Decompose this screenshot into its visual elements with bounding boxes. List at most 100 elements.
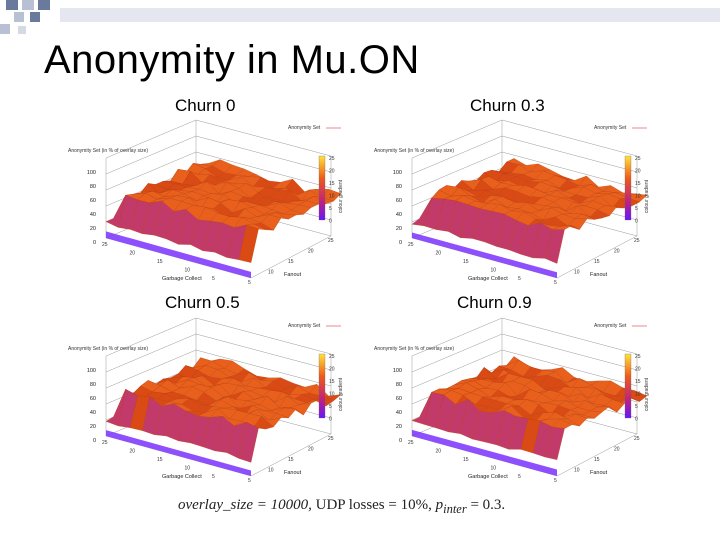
z-tick: 60	[90, 396, 96, 402]
surface-mesh	[411, 158, 648, 264]
z-tick: 0	[93, 438, 96, 444]
colorbar-tick: 15	[635, 181, 641, 187]
surface-floor	[412, 429, 557, 476]
legend-text: Anonymity Set	[594, 323, 627, 329]
colorbar-tick: 15	[635, 379, 641, 385]
x-tick: 15	[157, 259, 163, 265]
colorbar-tick: 0	[329, 417, 332, 423]
colorbar	[318, 155, 326, 221]
caption-udp-losses: UDP losses = 10%,	[315, 497, 432, 513]
x-axis-label: Garbage Collect	[162, 276, 202, 282]
z-axis-label: Anonymity Set (in % of overlay size)	[374, 148, 454, 154]
colorbar-tick: 20	[329, 367, 335, 373]
x-tick: 5	[518, 276, 521, 282]
z-tick: 80	[396, 382, 402, 388]
y-axis-label: Fanout	[590, 272, 608, 278]
x-tick: 10	[491, 466, 497, 472]
colorbar-tick: 0	[329, 219, 332, 225]
colorbar-label: colour gradient	[644, 377, 650, 411]
z-tick: 0	[399, 438, 402, 444]
x-tick: 25	[408, 440, 414, 446]
colorbar-tick: 15	[329, 379, 335, 385]
surface-floor	[412, 232, 557, 278]
colorbar-tick: 10	[329, 392, 335, 398]
x-tick: 15	[463, 259, 469, 265]
colorbar-label: colour gradient	[338, 179, 344, 213]
z-tick: 20	[396, 424, 402, 430]
y-tick: 20	[308, 447, 314, 453]
y-tick: 10	[574, 270, 580, 276]
y-tick: 25	[328, 436, 334, 442]
y-tick: 10	[268, 468, 274, 474]
z-tick: 20	[396, 226, 402, 232]
y-axis-label: Fanout	[284, 272, 302, 278]
plot-label-churn-0-3: Churn 0.3	[470, 96, 545, 115]
z-tick: 80	[396, 184, 402, 190]
colorbar-tick: 5	[329, 404, 332, 410]
x-tick: 15	[157, 457, 163, 463]
plot-label-churn-0-5: Churn 0.5	[165, 293, 240, 312]
y-tick: 20	[308, 249, 314, 255]
z-tick: 60	[396, 198, 402, 204]
surface-floor	[106, 430, 251, 476]
legend-text: Anonymity Set	[288, 323, 321, 329]
x-tick: 10	[185, 466, 191, 472]
colorbar	[318, 353, 326, 419]
y-tick: 15	[288, 457, 294, 463]
y-tick: 20	[614, 447, 620, 453]
z-tick: 0	[399, 240, 402, 246]
plot-label-churn-0-9: Churn 0.9	[457, 293, 532, 312]
colorbar-tick: 20	[635, 367, 641, 373]
surface-plot-churn-0: Anonymity Set Anonymity Set (in % of over…	[66, 118, 346, 288]
x-axis-label: Garbage Collect	[468, 474, 508, 480]
colorbar-tick: 10	[635, 392, 641, 398]
z-tick: 20	[90, 424, 96, 430]
slide-title: Anonymity in Mu.ON	[44, 38, 420, 82]
surface-mesh	[105, 159, 342, 263]
colorbar-tick: 25	[329, 156, 335, 162]
colorbar-tick: 10	[635, 194, 641, 200]
colorbar-tick: 10	[329, 194, 335, 200]
x-axis-label: Garbage Collect	[162, 474, 202, 480]
colorbar-tick: 5	[329, 206, 332, 212]
z-tick: 100	[393, 170, 402, 176]
colorbar-tick: 0	[635, 417, 638, 423]
y-tick: 15	[594, 259, 600, 265]
header-decoration	[0, 0, 720, 40]
x-tick: 5	[212, 474, 215, 480]
colorbar-label: colour gradient	[338, 377, 344, 411]
colorbar-tick: 0	[635, 219, 638, 225]
surface-mesh	[105, 357, 342, 463]
y-tick: 15	[594, 457, 600, 463]
y-tick: 25	[328, 238, 334, 244]
legend-text: Anonymity Set	[288, 125, 321, 131]
z-tick: 100	[87, 170, 96, 176]
y-axis-label: Fanout	[590, 470, 608, 476]
y-tick: 5	[554, 478, 557, 484]
y-axis-label: Fanout	[284, 470, 302, 476]
y-tick: 5	[248, 280, 251, 286]
caption-overlay-size: overlay_size = 10000,	[178, 497, 312, 513]
x-tick: 5	[212, 276, 215, 282]
z-tick: 60	[396, 396, 402, 402]
caption-p-sub: inter	[443, 502, 467, 516]
colorbar-label: colour gradient	[644, 179, 650, 213]
surface-plot-churn-0-5: Anonymity Set Anonymity Set (in % of over…	[66, 316, 346, 486]
colorbar-tick: 5	[635, 206, 638, 212]
z-tick: 100	[87, 368, 96, 374]
z-tick: 0	[93, 240, 96, 246]
formula-caption: overlay_size = 10000, UDP losses = 10%, …	[178, 497, 505, 517]
y-tick: 25	[634, 436, 640, 442]
x-tick: 5	[518, 474, 521, 480]
colorbar-tick: 15	[329, 181, 335, 187]
x-tick: 20	[436, 449, 442, 455]
caption-tail: = 0.3.	[470, 497, 506, 513]
surface-floor	[106, 231, 251, 278]
x-tick: 20	[436, 251, 442, 257]
surface-plot-churn-0-9: Anonymity Set Anonymity Set (in % of over…	[372, 316, 652, 486]
x-tick: 20	[130, 449, 136, 455]
z-axis-label: Anonymity Set (in % of overlay size)	[68, 148, 148, 154]
x-tick: 10	[185, 268, 191, 274]
colorbar-tick: 25	[635, 354, 641, 360]
legend-text: Anonymity Set	[594, 125, 627, 131]
